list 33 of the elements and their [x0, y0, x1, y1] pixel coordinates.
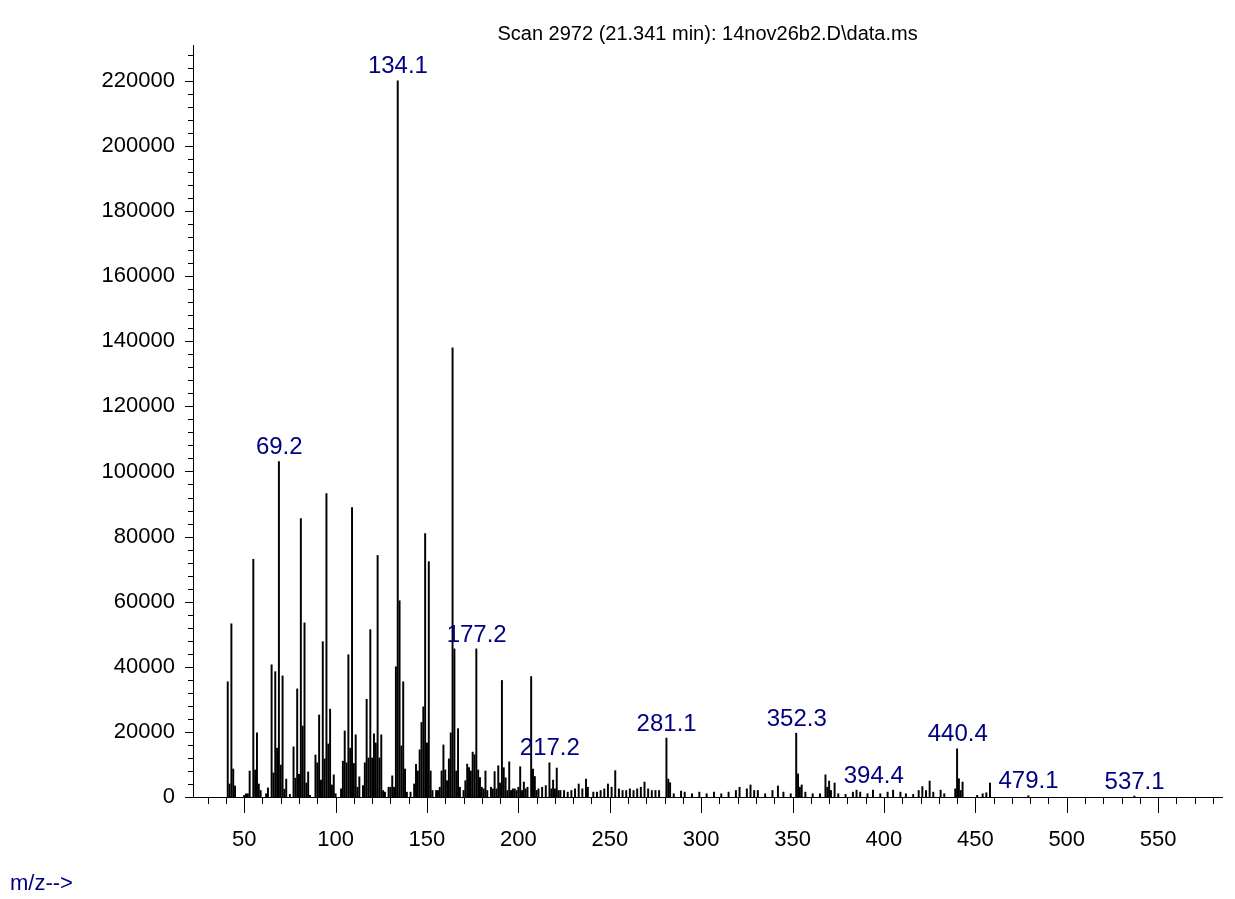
annotation: 537.1	[1104, 766, 1165, 794]
annotation: 281.1	[636, 708, 697, 736]
y-tick-label: 160000	[101, 262, 175, 288]
x-tick-label: 150	[408, 826, 446, 852]
annotation: 69.2	[255, 432, 303, 460]
y-tick-label: 180000	[101, 197, 175, 223]
x-tick-label: 300	[682, 826, 720, 852]
annotation: 479.1	[998, 766, 1059, 794]
y-tick-label: 0	[162, 783, 175, 809]
x-axis-title: m/z-->	[10, 870, 73, 895]
annotation: 352.3	[766, 703, 827, 731]
y-tick-label: 220000	[101, 66, 175, 92]
chart-title: Scan 2972 (21.341 min): 14nov26b2.D\data.ms	[497, 22, 918, 44]
y-tick-label: 120000	[101, 392, 175, 418]
x-tick-label: 500	[1048, 826, 1086, 852]
y-tick-label: 20000	[113, 717, 175, 743]
y-tick-label: 80000	[113, 522, 175, 548]
x-tick-label: 450	[956, 826, 994, 852]
x-tick-label: 100	[317, 826, 354, 852]
y-tick-label: 60000	[113, 587, 175, 613]
y-tick-label: 200000	[101, 131, 175, 157]
y-tick-label: 140000	[101, 327, 175, 353]
x-tick-label: 350	[774, 826, 811, 852]
annotation: 440.4	[927, 719, 988, 747]
x-tick-label: 400	[865, 826, 903, 852]
x-tick-label: 550	[1139, 826, 1177, 852]
annotation: 134.1	[367, 51, 428, 79]
x-tick-label: 250	[591, 826, 629, 852]
y-tick-label: 100000	[101, 457, 175, 483]
annotation: 394.4	[843, 760, 904, 788]
x-tick-label: 200	[500, 826, 537, 852]
y-tick-label: 40000	[113, 652, 175, 678]
x-tick-label: 50	[231, 826, 257, 852]
